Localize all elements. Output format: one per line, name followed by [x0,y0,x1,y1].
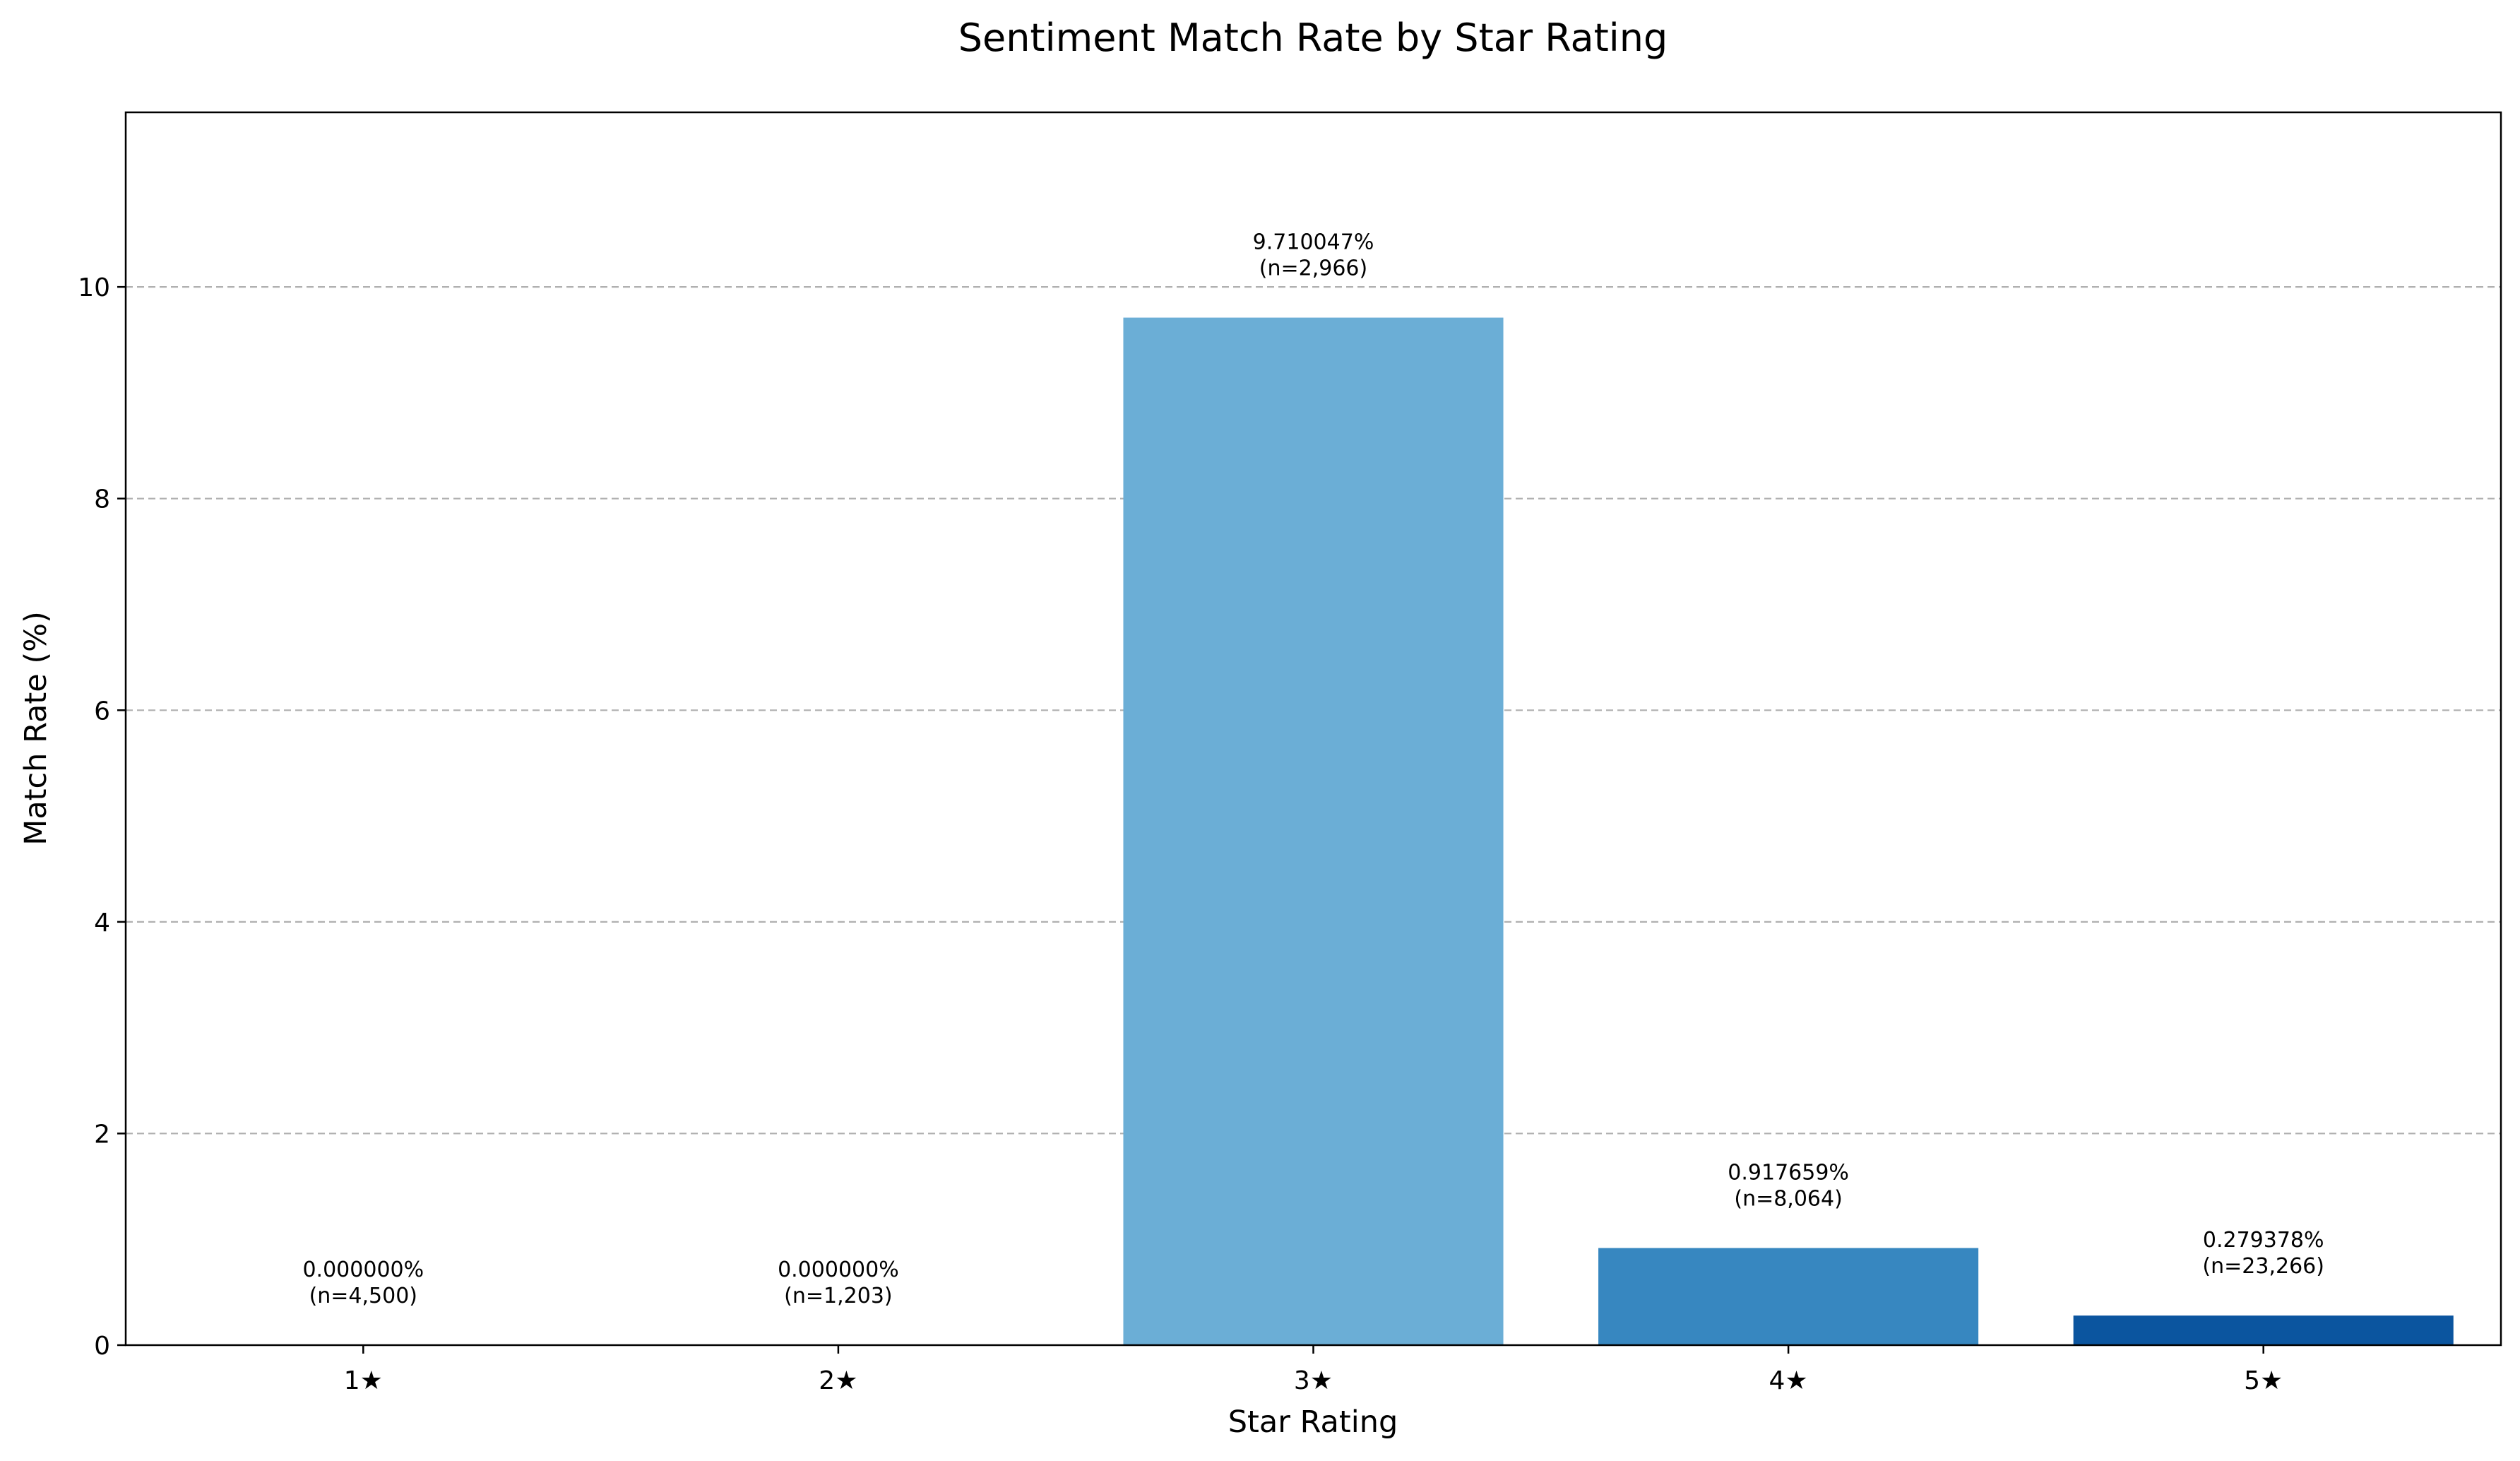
plot-frame [124,111,2502,1347]
bar [1598,1248,1979,1345]
y-tick-label: 4 [94,909,110,937]
bar-count-label: (n=23,266) [2202,1254,2324,1279]
axes: 0 2 4 6 8 10 1★ 2★ 3★ 4★ 5★ [78,273,2283,1395]
bar [2073,1315,2454,1345]
x-tick-label: 1★ [344,1366,383,1395]
bar [1123,317,1504,1345]
bar-value-label: 9.710047% [1253,230,1374,255]
bar-value-label: 0.279378% [2203,1228,2324,1253]
bar-count-label: (n=2,966) [1259,256,1367,281]
x-tick-label: 4★ [1769,1366,1808,1395]
bar-value-label: 0.000000% [778,1258,899,1282]
chart-title: Sentiment Match Rate by Star Rating [958,16,1668,60]
y-tick-label: 2 [94,1120,110,1149]
x-tick-label: 5★ [2244,1366,2283,1395]
y-tick-label: 10 [78,273,110,302]
data-labels: (n=4,500)0.000000%(n=1,203)0.000000%(n=2… [302,230,2324,1308]
bar-count-label: (n=4,500) [309,1284,417,1308]
x-tick-label: 2★ [819,1366,857,1395]
bar-count-label: (n=8,064) [1734,1187,1842,1212]
x-axis-title: Star Rating [1228,1404,1398,1440]
bar-value-label: 0.917659% [1728,1161,1849,1185]
bars [1123,317,2454,1345]
bar-value-label: 0.000000% [302,1258,424,1282]
y-tick-label: 6 [94,697,110,726]
y-axis-title: Match Rate (%) [18,611,54,846]
y-tick-label: 8 [94,485,110,514]
bar-count-label: (n=1,203) [784,1284,892,1308]
y-tick-label: 0 [94,1332,110,1361]
x-tick-label: 3★ [1294,1366,1333,1395]
